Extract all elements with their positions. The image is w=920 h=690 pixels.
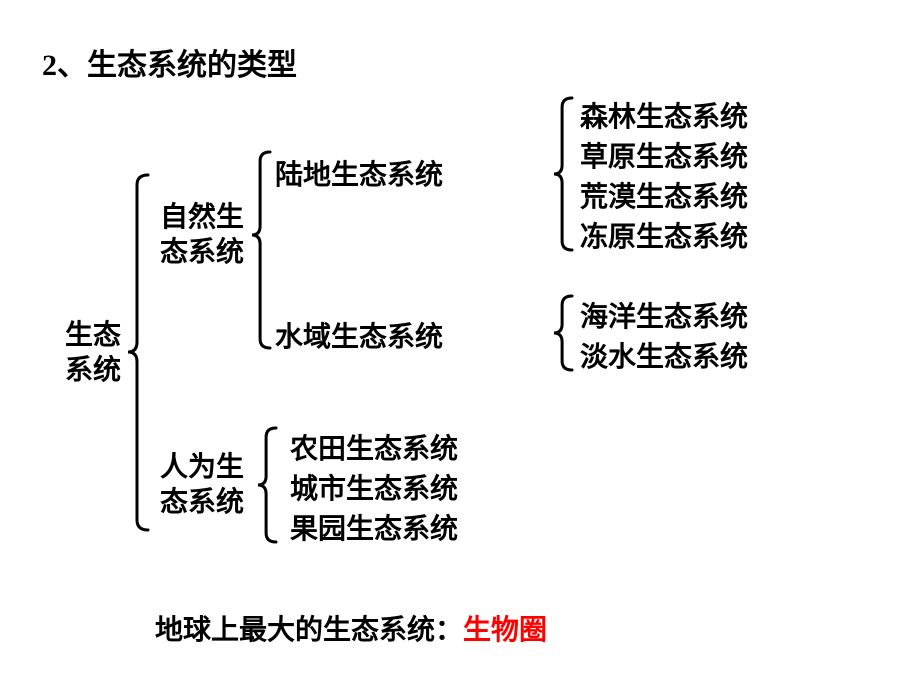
footer-label: 地球上最大的生态系统： bbox=[155, 615, 463, 646]
brace-root bbox=[123, 170, 153, 535]
footer-highlight: 生物圈 bbox=[463, 615, 547, 646]
node-root-l2: 系统 bbox=[65, 355, 121, 386]
node-root: 生态 系统 bbox=[65, 318, 121, 388]
node-water: 水域生态系统 bbox=[275, 320, 443, 355]
brace-land bbox=[549, 93, 577, 255]
node-city: 城市生态系统 bbox=[290, 472, 458, 507]
node-grassland: 草原生态系统 bbox=[580, 140, 748, 175]
node-tundra: 冻原生态系统 bbox=[580, 220, 748, 255]
brace-natural bbox=[247, 147, 275, 353]
node-ocean: 海洋生态系统 bbox=[580, 300, 748, 335]
node-land: 陆地生态系统 bbox=[275, 158, 443, 193]
node-natural-l2: 态系统 bbox=[160, 237, 244, 268]
node-natural: 自然生 态系统 bbox=[160, 200, 244, 270]
node-farmland: 农田生态系统 bbox=[290, 432, 458, 467]
node-forest: 森林生态系统 bbox=[580, 100, 748, 135]
node-artificial-l1: 人为生 bbox=[160, 452, 244, 483]
page-title: 2、生态系统的类型 bbox=[42, 40, 297, 84]
node-freshwater: 淡水生态系统 bbox=[580, 340, 748, 375]
node-orchard: 果园生态系统 bbox=[290, 512, 458, 547]
node-natural-l1: 自然生 bbox=[160, 202, 244, 233]
brace-artificial bbox=[253, 423, 281, 547]
node-root-l1: 生态 bbox=[65, 320, 121, 351]
brace-water bbox=[549, 291, 577, 375]
node-desert: 荒漠生态系统 bbox=[580, 180, 748, 215]
node-artificial-l2: 态系统 bbox=[160, 487, 244, 518]
footer-line: 地球上最大的生态系统：生物圈 bbox=[155, 608, 547, 648]
node-artificial: 人为生 态系统 bbox=[160, 450, 244, 520]
